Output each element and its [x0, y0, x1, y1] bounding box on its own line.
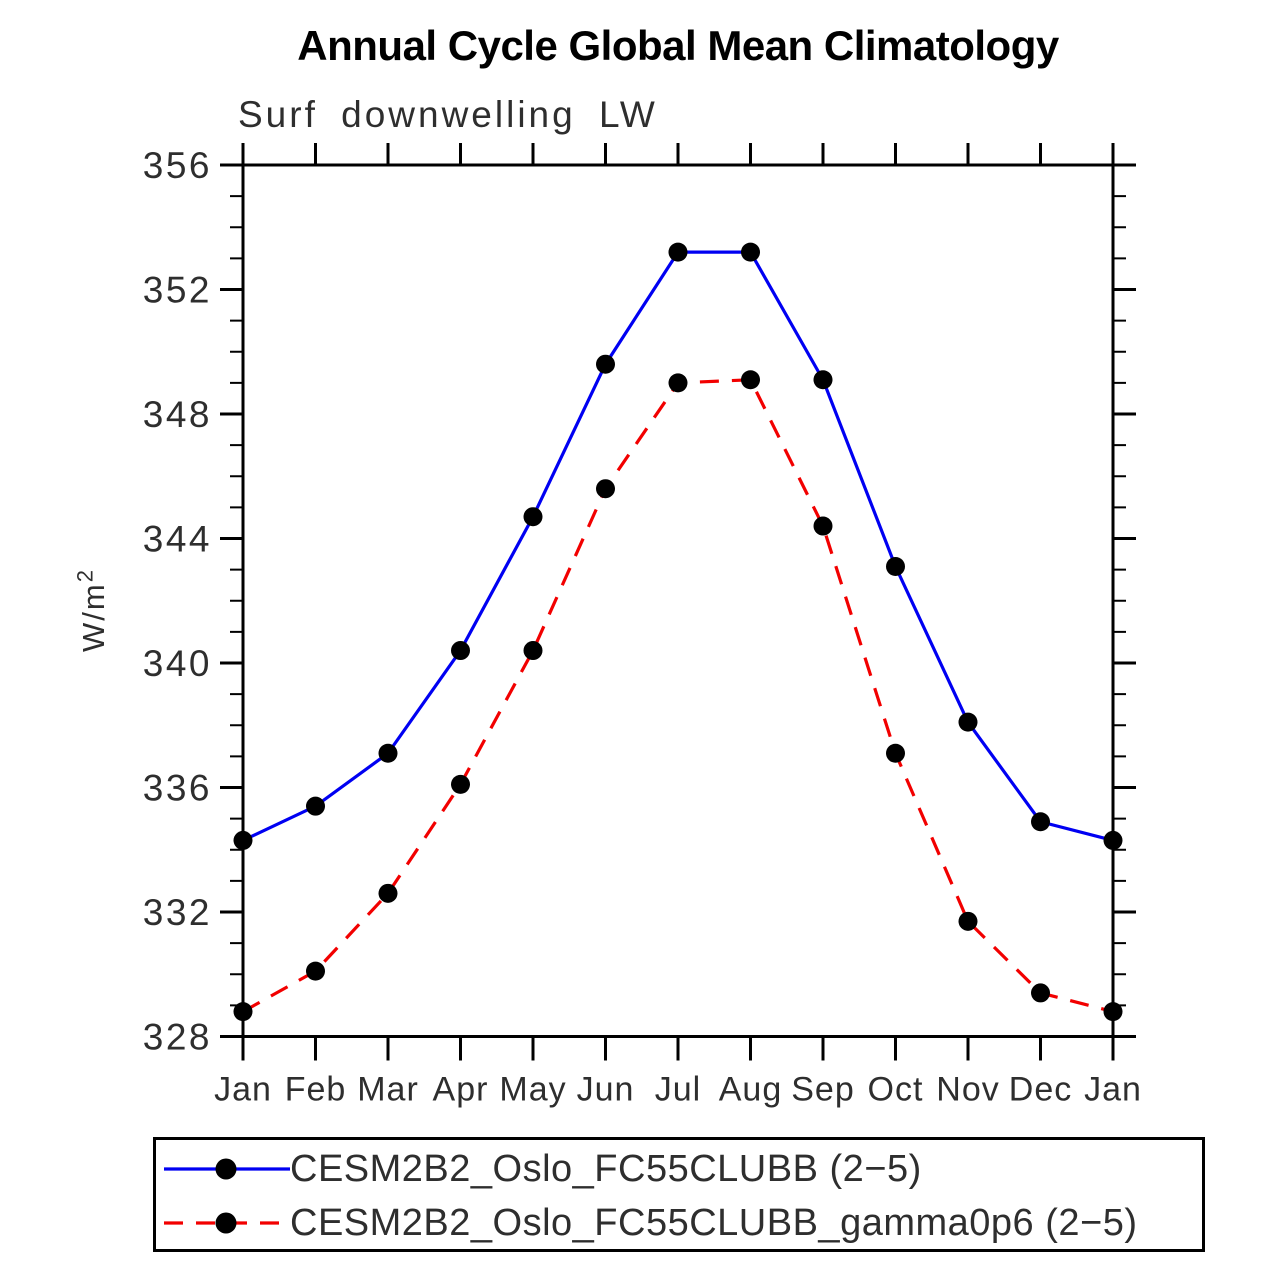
legend-key-solid-line: [164, 1158, 290, 1180]
legend-marker-icon: [215, 1158, 237, 1180]
chart-title: Annual Cycle Global Mean Climatology: [297, 22, 1059, 69]
series-0-marker-Oct: [886, 557, 905, 577]
y-tick-label: 340: [143, 643, 212, 684]
x-tick-label: Apr: [433, 1071, 489, 1109]
y-tick-label: 328: [143, 1017, 212, 1058]
y-tick-label: 344: [143, 519, 212, 560]
series-0-marker-Dec: [1031, 812, 1050, 832]
series-0-marker-Aug: [741, 242, 760, 262]
series-0-marker-Sep: [813, 370, 833, 390]
legend-key-dashed-line: [164, 1212, 290, 1234]
series-1-marker-Aug: [741, 370, 760, 390]
series-1-marker-May: [523, 641, 543, 661]
series-1-marker-Dec: [1031, 983, 1050, 1003]
series-1-marker-Sep: [813, 516, 833, 536]
x-tick-label: Jun: [577, 1071, 635, 1109]
series-0-marker-Jan: [1103, 830, 1123, 850]
y-tick-label: 348: [143, 394, 212, 435]
series-1-marker-Jun: [596, 479, 615, 499]
series-0-marker-Nov: [958, 712, 978, 732]
x-tick-label: Nov: [936, 1071, 999, 1109]
series-line-0: [242, 250, 1114, 842]
series-1-marker-Nov: [958, 911, 978, 931]
series-1-marker-Apr: [451, 774, 470, 794]
x-tick-label: Sep: [791, 1071, 855, 1109]
series-0-marker-Jan: [233, 830, 253, 850]
series-0-marker-Jun: [596, 354, 615, 374]
x-tick-label: Mar: [357, 1071, 419, 1109]
x-tick-label: Jan: [214, 1071, 272, 1109]
legend: CESM2B2_Oslo_FC55CLUBB (2−5) CESM2B2_Osl…: [153, 1137, 1205, 1252]
y-tick-label: 352: [143, 270, 212, 311]
series-1-marker-Jan: [233, 1002, 253, 1022]
x-tick-label: Jul: [655, 1071, 701, 1109]
legend-label-0: CESM2B2_Oslo_FC55CLUBB (2−5): [290, 1147, 922, 1190]
series-0-marker-Apr: [451, 641, 470, 661]
series-0-marker-Mar: [378, 743, 398, 763]
series-0-marker-Jul: [668, 242, 688, 262]
x-tick-label: Jan: [1084, 1071, 1142, 1109]
plot-frame: [241, 163, 1115, 1038]
legend-marker-icon: [215, 1212, 237, 1234]
x-tick-label: Oct: [868, 1071, 924, 1109]
y-tick-label: 336: [143, 768, 212, 809]
legend-item-0: CESM2B2_Oslo_FC55CLUBB (2−5): [160, 1142, 922, 1196]
legend-item-1: CESM2B2_Oslo_FC55CLUBB_gamma0p6 (2−5): [160, 1196, 1138, 1250]
series-1-marker-Jan: [1103, 1002, 1123, 1022]
series-line-1: [242, 378, 1114, 1014]
series-0-marker-Feb: [306, 796, 325, 816]
series-1-marker-Mar: [378, 883, 398, 903]
x-tick-label: Dec: [1009, 1071, 1072, 1109]
chart-subtitle: Surf downwelling LW: [238, 94, 658, 135]
series-1-marker-Oct: [886, 743, 905, 763]
series-1-marker-Feb: [306, 961, 325, 981]
x-tick-label: May: [499, 1071, 566, 1109]
y-tick-label: 356: [143, 145, 212, 186]
x-tick-label: Aug: [719, 1071, 783, 1109]
y-tick-label: 332: [143, 892, 212, 933]
legend-label-1: CESM2B2_Oslo_FC55CLUBB_gamma0p6 (2−5): [290, 1201, 1138, 1244]
series-1-marker-Jul: [668, 373, 688, 393]
series-0-marker-May: [523, 507, 543, 527]
x-tick-label: Feb: [285, 1071, 347, 1109]
